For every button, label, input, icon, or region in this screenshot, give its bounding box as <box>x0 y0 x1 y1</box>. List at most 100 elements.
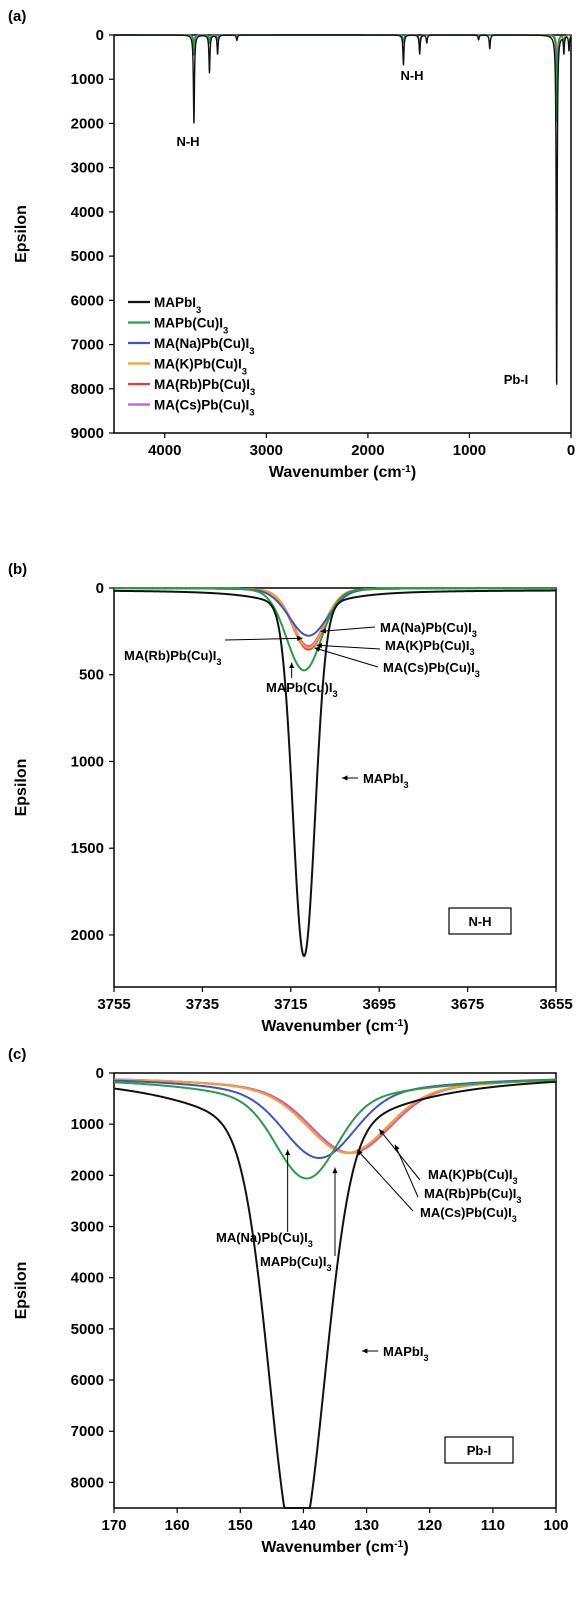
y-tick-label: 1000 <box>71 753 104 770</box>
panel-label: (c) <box>8 1046 26 1063</box>
series-line <box>113 1079 557 1180</box>
label-mapbi3: MAPbI3 <box>363 771 409 790</box>
x-axis-label: Wavenumber (cm-1) <box>261 1539 408 1557</box>
x-tick-label: 3675 <box>451 996 484 1013</box>
plot-frame <box>113 587 557 988</box>
plot-frame <box>113 1072 557 1509</box>
x-tick-label: 2000 <box>351 442 384 459</box>
legend-label: MA(Cs)Pb(Cu)I3 <box>154 398 254 419</box>
legend-label: MA(K)Pb(Cu)I3 <box>154 357 247 378</box>
x-tick-label: 3000 <box>250 442 283 459</box>
arrow-cs <box>314 647 379 668</box>
arrow-cs <box>356 1149 414 1212</box>
series-line <box>113 1078 557 1154</box>
arrow-k-head <box>379 1129 385 1136</box>
y-tick-label: 1000 <box>71 1116 104 1133</box>
legend-label: MA(Na)Pb(Cu)I3 <box>154 336 254 357</box>
arrow-na <box>320 626 376 632</box>
y-tick-label: 3000 <box>71 160 104 177</box>
y-axis-label: Epsilon <box>13 759 30 817</box>
series-line <box>113 1080 557 1509</box>
arrow-rb-head <box>297 635 303 642</box>
y-tick-label: 1500 <box>71 840 104 857</box>
label-rb: MA(Rb)Pb(Cu)I3 <box>424 1186 521 1205</box>
label-k: MA(K)Pb(Cu)I3 <box>428 1167 518 1186</box>
panel-label: (a) <box>8 8 26 25</box>
y-tick-label: 2000 <box>71 927 104 944</box>
series-line <box>113 587 557 637</box>
series-line <box>113 589 557 958</box>
y-tick-label: 4000 <box>71 204 104 221</box>
series-line <box>113 34 572 385</box>
y-tick-label: 500 <box>79 667 104 684</box>
panel-label: (b) <box>8 561 27 578</box>
y-tick-label: 2000 <box>71 115 104 132</box>
y-tick-label: 7000 <box>71 1423 104 1440</box>
legend-label: MAPbI3 <box>154 295 201 316</box>
x-tick-label: 3755 <box>97 996 130 1013</box>
series-line <box>113 1078 557 1154</box>
x-tick-label: 3715 <box>274 996 307 1013</box>
series-line <box>113 587 557 649</box>
x-tick-label: 110 <box>481 1517 505 1534</box>
label-cu: MAPb(Cu)I3 <box>260 1254 332 1273</box>
y-tick-label: 5000 <box>71 1321 104 1338</box>
series-line <box>113 34 572 122</box>
x-tick-label: 140 <box>291 1517 316 1534</box>
x-tick-label: 170 <box>101 1517 126 1534</box>
series-line <box>113 34 572 101</box>
y-tick-label: 0 <box>96 1065 104 1082</box>
label-k: MA(K)Pb(Cu)I3 <box>385 638 475 657</box>
annotation-nh-2: N-H <box>400 68 423 83</box>
arrow-rb <box>394 1144 419 1198</box>
band-box-label: N-H <box>468 914 491 929</box>
y-axis-label: Epsilon <box>13 1262 30 1320</box>
x-tick-label: 100 <box>543 1517 568 1534</box>
series-line <box>113 587 557 648</box>
label-mapbi3: MAPbI3 <box>383 1344 429 1363</box>
arrow-mapbi3-head <box>342 775 348 781</box>
arrow-na-head <box>285 1149 291 1156</box>
series-line <box>113 1078 557 1154</box>
arrow-cu-head <box>289 662 295 668</box>
arrow-mapbi3-head <box>362 1348 368 1354</box>
arrow-na-head <box>320 628 327 634</box>
panel-a: 4000 3000 2000 1000 0 0 1000 2000 3000 4000 5000 60… <box>8 8 575 481</box>
y-tick-label: 7000 <box>71 337 104 354</box>
series-line <box>113 34 572 106</box>
arrow-cs-head <box>314 646 321 652</box>
annotation-pbi: Pb-I <box>504 372 529 387</box>
x-tick-label: 3695 <box>363 996 396 1013</box>
arrow-k <box>316 644 381 650</box>
y-tick-label: 8000 <box>71 381 104 398</box>
y-axis-label: Epsilon <box>13 205 30 263</box>
x-axis-label: Wavenumber (cm-1) <box>269 464 416 482</box>
arrow-cu-head <box>332 1167 338 1174</box>
panel-c: 170 160 150 140 130 120 110 1000100020003000400… <box>8 1046 569 1556</box>
series-line <box>113 1078 557 1159</box>
x-tick-label: 3735 <box>186 996 219 1013</box>
label-cs: MA(Cs)Pb(Cu)I3 <box>383 660 480 679</box>
label-cu: MAPb(Cu)I3 <box>266 680 338 699</box>
y-tick-label: 1000 <box>71 71 104 88</box>
annotation-nh-1: N-H <box>176 134 199 149</box>
y-tick-label: 9000 <box>71 425 104 442</box>
label-cs: MA(Cs)Pb(Cu)I3 <box>420 1205 517 1224</box>
y-tick-label: 5000 <box>71 248 104 265</box>
label-na: MA(Na)Pb(Cu)I3 <box>216 1230 313 1249</box>
band-box <box>448 907 512 935</box>
arrow-cs-head <box>357 1149 363 1156</box>
y-tick-label: 3000 <box>71 1219 104 1236</box>
y-tick-label: 6000 <box>71 1372 104 1389</box>
band-box-label: Pb-I <box>467 1443 492 1458</box>
y-tick-label: 0 <box>96 27 104 44</box>
y-tick-label: 6000 <box>71 292 104 309</box>
plot-frame <box>113 34 572 434</box>
x-tick-label: 160 <box>165 1517 190 1534</box>
y-tick-label: 8000 <box>71 1474 104 1491</box>
x-tick-label: 150 <box>228 1517 253 1534</box>
x-axis-label: Wavenumber (cm-1) <box>261 1018 408 1036</box>
x-tick-label: 120 <box>417 1517 442 1534</box>
legend: MAPbI3MAPb(Cu)I3MA(Na)Pb(Cu)I3MA(K)Pb(Cu… <box>128 295 255 418</box>
